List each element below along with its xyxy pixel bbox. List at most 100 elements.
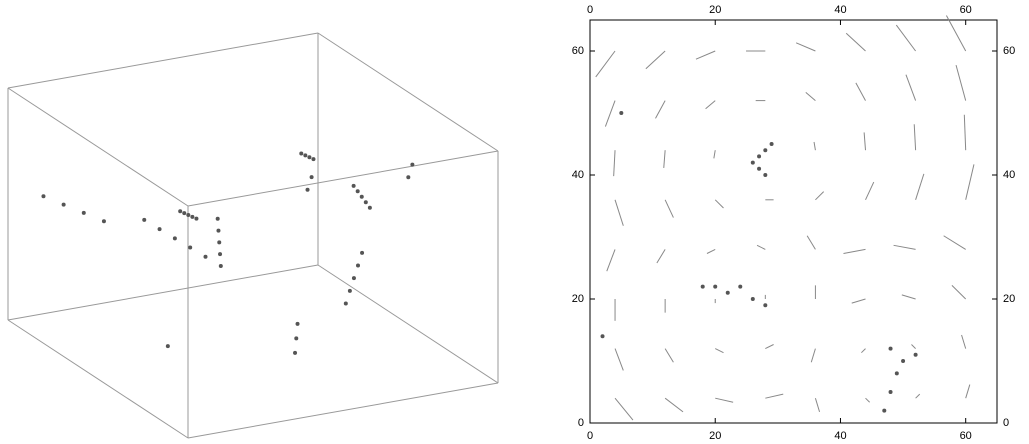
particle (757, 166, 762, 171)
particle (305, 187, 310, 192)
box-edge (7, 264, 319, 321)
box-edge (317, 264, 499, 384)
vector (705, 100, 716, 110)
particle (178, 209, 183, 214)
particle (186, 212, 191, 217)
vector (813, 141, 816, 151)
y-tick-label: 20 (1003, 293, 1015, 305)
vector (851, 298, 866, 304)
box-edge (317, 32, 499, 152)
particle (190, 214, 195, 219)
vector (695, 50, 716, 60)
vector (965, 164, 975, 200)
x-tick-label: 60 (960, 430, 972, 442)
y-tick-label: 0 (1003, 417, 1009, 429)
particle (218, 263, 223, 268)
x-tick-label: 40 (834, 4, 846, 16)
vector (715, 397, 734, 403)
particle (888, 346, 893, 351)
vector (613, 150, 616, 177)
vector (963, 114, 967, 151)
vector (614, 397, 634, 421)
vector (911, 344, 916, 349)
particle (203, 254, 208, 259)
particle (763, 173, 768, 177)
vector (855, 82, 866, 101)
particle (882, 408, 887, 413)
particle (750, 160, 755, 165)
vector (895, 24, 917, 52)
vector (915, 393, 921, 399)
particle (355, 189, 360, 194)
vector (604, 100, 616, 127)
particle (41, 194, 46, 199)
x-tick-label: 60 (960, 4, 972, 16)
particle (299, 151, 304, 156)
vector (945, 15, 967, 52)
particle (410, 162, 415, 167)
vector (645, 50, 666, 70)
vector (795, 42, 816, 52)
particle (725, 290, 730, 295)
vector (806, 235, 816, 250)
particle (165, 344, 170, 349)
particle (303, 153, 308, 158)
particle (901, 359, 906, 363)
vector (664, 397, 684, 413)
x-tick-label: 20 (709, 430, 721, 442)
vector (614, 199, 624, 226)
vector (595, 50, 616, 78)
y-tick-label: 40 (572, 169, 584, 181)
particle (359, 194, 364, 199)
x-tick-label: 40 (834, 430, 846, 442)
particle (888, 390, 893, 394)
x-tick-label: 0 (587, 430, 593, 442)
particle (218, 252, 223, 257)
particle (217, 240, 222, 245)
vector (943, 235, 966, 250)
particle (894, 371, 899, 376)
box-edge (7, 32, 319, 89)
vector (961, 334, 967, 349)
particle (101, 219, 106, 224)
vector (951, 285, 967, 300)
particle (600, 334, 605, 339)
y-tick-label: 0 (578, 417, 584, 429)
particle (351, 183, 356, 188)
vector (893, 244, 916, 250)
y-tick-label: 40 (1003, 169, 1015, 181)
vector (901, 294, 916, 300)
particle (713, 284, 718, 289)
vector (965, 384, 971, 399)
vector (861, 348, 866, 354)
particle (367, 205, 372, 210)
vector (810, 348, 816, 363)
particle (309, 175, 314, 180)
y-tick-label: 20 (572, 293, 584, 305)
vector (863, 132, 867, 151)
particle (216, 228, 221, 233)
vector (756, 244, 766, 250)
particle (157, 227, 162, 232)
particle (363, 200, 368, 205)
particle (294, 336, 299, 341)
particle (172, 236, 177, 241)
vector (664, 348, 674, 363)
vector (814, 398, 821, 412)
vector (713, 150, 716, 159)
particle (194, 216, 199, 221)
particle (347, 288, 352, 293)
particle (769, 142, 774, 146)
vector (815, 191, 825, 201)
vector (656, 249, 666, 264)
particle (750, 297, 755, 301)
particle (700, 284, 705, 289)
vector (805, 92, 816, 101)
vector (845, 32, 866, 52)
vector (655, 100, 666, 119)
y-tick-label: 60 (1003, 45, 1015, 57)
vector (664, 199, 674, 218)
box-edge (187, 382, 499, 439)
vector (606, 249, 616, 272)
